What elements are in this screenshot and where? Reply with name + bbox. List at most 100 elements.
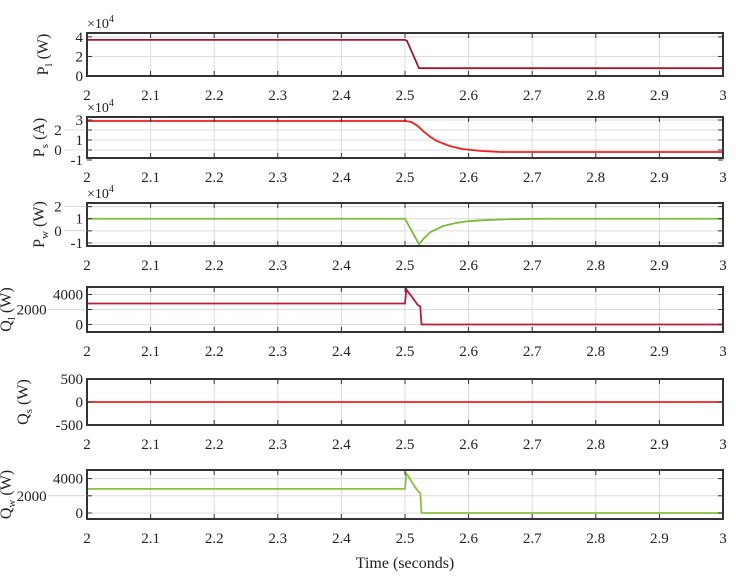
x-tick-label: 2.8 bbox=[586, 88, 605, 104]
x-tick-label: 2.5 bbox=[396, 170, 415, 186]
y-tick-label: -1 bbox=[71, 153, 84, 169]
x-tick-label: 3 bbox=[719, 531, 727, 547]
x-tick-label: 2.1 bbox=[141, 531, 160, 547]
x-tick-label: 2.5 bbox=[396, 344, 415, 360]
x-tick-label: 2.6 bbox=[459, 437, 478, 453]
y-tick-label: -1 bbox=[71, 236, 84, 252]
x-tick-label: 2.3 bbox=[268, 170, 287, 186]
x-tick-label: 2.6 bbox=[459, 170, 478, 186]
series-line bbox=[87, 120, 723, 153]
y-tick-label: 2 bbox=[76, 49, 84, 65]
x-tick-label: 2.3 bbox=[268, 344, 287, 360]
x-tick-label: 2 bbox=[83, 344, 91, 360]
y-tick-label: 4 bbox=[76, 30, 84, 46]
x-tick-label: 2.7 bbox=[523, 258, 542, 274]
series-line bbox=[87, 217, 723, 246]
x-tick-label: 2.8 bbox=[586, 258, 605, 274]
x-tick-label: 2 bbox=[83, 88, 91, 104]
x-tick-label: 2.2 bbox=[205, 344, 224, 360]
x-tick-label: 2.2 bbox=[205, 258, 224, 274]
x-tick-label: 2.1 bbox=[141, 258, 160, 274]
subplot-1: 2 2.1 2.2 2.3 2.4 2.5 2.6 2.7 2.8 2.9 3 0 2 4 Pl (W) ×1… bbox=[35, 14, 727, 104]
x-tick-label: 2.8 bbox=[586, 344, 605, 360]
x-tick-label: 2.4 bbox=[332, 437, 351, 453]
x-tick-label: 2.6 bbox=[459, 258, 478, 274]
x-tick-label: 2.1 bbox=[141, 437, 160, 453]
x-tick-label: 2.7 bbox=[523, 531, 542, 547]
y-axis-label: Qw (W) bbox=[0, 470, 18, 519]
y-tick-label: 0 bbox=[76, 506, 84, 522]
x-tick-label: 2.6 bbox=[459, 88, 478, 104]
y-tick-label: 2000 bbox=[17, 489, 47, 505]
x-tick-label: 2.4 bbox=[332, 258, 351, 274]
x-tick-label: 2.9 bbox=[650, 531, 669, 547]
x-tick-label: 2.1 bbox=[141, 170, 160, 186]
subplot-6: 2 2.1 2.2 2.3 2.4 2.5 2.6 2.7 2.8 2.9 3 0 2000 4000 Qw… bbox=[0, 469, 727, 547]
y-axis-label: Pl (W) bbox=[35, 34, 55, 76]
x-tick-label: 2 bbox=[83, 437, 91, 453]
x-tick-label: 3 bbox=[719, 344, 727, 360]
series-line bbox=[87, 38, 723, 70]
y-tick-label: -500 bbox=[56, 418, 84, 434]
x-tick-label: 2.5 bbox=[396, 531, 415, 547]
y-tick-label: 0 bbox=[76, 69, 84, 85]
x-tick-label: 2.6 bbox=[459, 531, 478, 547]
x-tick-label: 2.4 bbox=[332, 344, 351, 360]
subplot-5: 2 2.1 2.2 2.3 2.4 2.5 2.6 2.7 2.8 2.9 3 -500 0 500 Qs … bbox=[15, 372, 727, 453]
x-tick-label: 2.7 bbox=[523, 437, 542, 453]
x-tick-label: 2.8 bbox=[586, 531, 605, 547]
x-tick-label: 2.8 bbox=[586, 437, 605, 453]
x-tick-label: 2 bbox=[83, 531, 91, 547]
x-axis-label: Time (seconds) bbox=[356, 555, 455, 572]
x-tick-label: 2.3 bbox=[268, 88, 287, 104]
x-tick-label: 2 bbox=[83, 258, 91, 274]
x-tick-label: 2.7 bbox=[523, 344, 542, 360]
series-line bbox=[87, 286, 723, 326]
x-tick-label: 2.5 bbox=[396, 437, 415, 453]
x-tick-label: 2.7 bbox=[523, 88, 542, 104]
x-tick-label: 3 bbox=[719, 437, 727, 453]
x-tick-label: 2.7 bbox=[523, 170, 542, 186]
y-tick-label: 0 bbox=[76, 318, 84, 334]
x-tick-label: 2.9 bbox=[650, 88, 669, 104]
x-tick-label: 2.5 bbox=[396, 258, 415, 274]
y-tick-label: 0 bbox=[54, 224, 62, 240]
x-tick-label: 3 bbox=[719, 170, 727, 186]
axis-exponent: ×104 bbox=[87, 14, 114, 32]
y-tick-label: 4000 bbox=[53, 288, 83, 304]
x-tick-label: 2.9 bbox=[650, 170, 669, 186]
y-tick-label: 4000 bbox=[53, 472, 83, 488]
y-tick-label: 500 bbox=[61, 372, 84, 388]
y-axis-label: Ql (W) bbox=[0, 287, 18, 331]
x-tick-label: 2.2 bbox=[205, 531, 224, 547]
x-tick-label: 2.3 bbox=[268, 258, 287, 274]
x-tick-label: 2.2 bbox=[205, 437, 224, 453]
axis-exponent: ×104 bbox=[87, 184, 114, 202]
x-tick-label: 2.4 bbox=[332, 531, 351, 547]
y-axis-label: Pw (W) bbox=[31, 201, 51, 248]
x-tick-label: 2.9 bbox=[650, 258, 669, 274]
series-line bbox=[87, 470, 723, 514]
y-tick-label: 2000 bbox=[17, 303, 47, 319]
x-tick-label: 2 bbox=[83, 170, 91, 186]
y-tick-label: 0 bbox=[54, 143, 62, 159]
x-tick-label: 2.3 bbox=[268, 531, 287, 547]
x-tick-label: 2.8 bbox=[586, 170, 605, 186]
axis-exponent: ×104 bbox=[87, 98, 114, 116]
x-tick-label: 2.2 bbox=[205, 170, 224, 186]
x-tick-label: 2.4 bbox=[332, 88, 351, 104]
y-tick-label: 0 bbox=[76, 395, 84, 411]
y-axis-label: Ps (A) bbox=[31, 118, 51, 157]
y-tick-label: 3 bbox=[76, 113, 84, 129]
x-tick-label: 3 bbox=[719, 88, 727, 104]
y-tick-label: 1 bbox=[76, 212, 84, 228]
x-tick-label: 2.6 bbox=[459, 344, 478, 360]
x-tick-label: 2.1 bbox=[141, 344, 160, 360]
subplot-4: 2 2.1 2.2 2.3 2.4 2.5 2.6 2.7 2.8 2.9 3 0 2000 4000 Ql… bbox=[0, 286, 727, 360]
x-tick-label: 2.4 bbox=[332, 170, 351, 186]
x-tick-label: 3 bbox=[719, 258, 727, 274]
y-tick-label: 2 bbox=[54, 200, 62, 216]
x-tick-label: 2.9 bbox=[650, 344, 669, 360]
